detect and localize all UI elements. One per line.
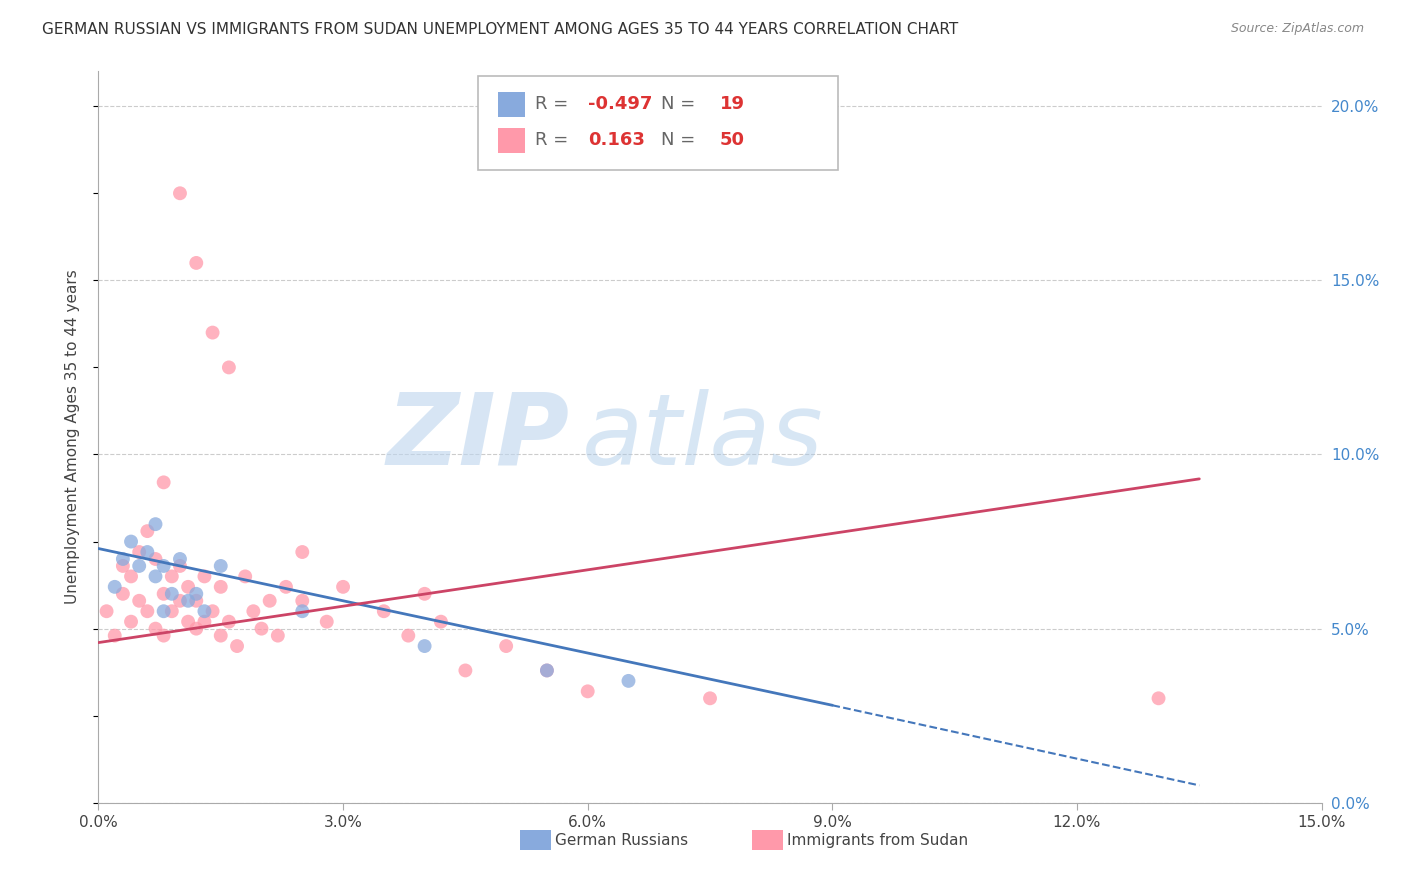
Point (454, 664, 477, 678)
Point (111, 587, 134, 601)
Text: N =: N = (661, 95, 702, 112)
Point (169, 558, 191, 573)
FancyBboxPatch shape (478, 77, 838, 170)
Point (193, 604, 215, 618)
Point (96, 604, 118, 618)
Point (291, 594, 314, 608)
Text: 50: 50 (720, 131, 745, 149)
Point (315, 615, 337, 629)
Point (136, 604, 159, 618)
Text: R =: R = (536, 131, 574, 149)
Point (160, 604, 183, 618)
Point (120, 534, 142, 549)
Point (495, 639, 517, 653)
Point (201, 326, 224, 340)
Point (186, 256, 208, 270)
Point (177, 615, 200, 629)
Point (193, 569, 215, 583)
Point (274, 580, 297, 594)
Point (209, 629, 232, 643)
Point (536, 664, 558, 678)
Point (226, 639, 249, 653)
Point (267, 629, 290, 643)
FancyBboxPatch shape (498, 128, 526, 153)
Point (145, 517, 167, 532)
Y-axis label: Unemployment Among Ages 35 to 44 years: Unemployment Among Ages 35 to 44 years (65, 269, 80, 605)
Text: 19: 19 (720, 95, 745, 112)
Point (136, 524, 159, 538)
Point (152, 475, 174, 490)
Text: German Russians: German Russians (555, 833, 689, 847)
Point (218, 615, 240, 629)
Text: Source: ZipAtlas.com: Source: ZipAtlas.com (1230, 22, 1364, 36)
Point (120, 569, 142, 583)
Point (160, 587, 183, 601)
Point (699, 691, 721, 706)
FancyBboxPatch shape (498, 92, 526, 117)
Point (128, 594, 150, 608)
Point (111, 558, 134, 573)
Point (177, 594, 200, 608)
Point (186, 594, 208, 608)
Text: Immigrants from Sudan: Immigrants from Sudan (787, 833, 969, 847)
Point (576, 684, 599, 698)
Point (291, 604, 314, 618)
Point (233, 569, 256, 583)
Point (145, 552, 167, 566)
Point (209, 558, 232, 573)
Point (152, 604, 174, 618)
Point (259, 594, 281, 608)
Text: R =: R = (536, 95, 574, 112)
Point (242, 604, 264, 618)
Point (430, 615, 453, 629)
Text: ZIP: ZIP (387, 389, 569, 485)
Point (186, 622, 208, 636)
Point (413, 639, 436, 653)
Point (111, 552, 134, 566)
Text: N =: N = (661, 131, 702, 149)
Point (536, 664, 558, 678)
Point (373, 604, 395, 618)
Point (186, 587, 208, 601)
Point (209, 580, 232, 594)
Point (291, 545, 314, 559)
Point (128, 545, 150, 559)
Point (145, 622, 167, 636)
Point (1147, 691, 1170, 706)
Point (169, 552, 191, 566)
Point (145, 569, 167, 583)
Point (152, 629, 174, 643)
Point (413, 587, 436, 601)
Text: atlas: atlas (582, 389, 824, 485)
Point (104, 580, 127, 594)
Point (136, 545, 159, 559)
Point (152, 587, 174, 601)
Point (193, 615, 215, 629)
Text: GERMAN RUSSIAN VS IMMIGRANTS FROM SUDAN UNEMPLOYMENT AMONG AGES 35 TO 44 YEARS C: GERMAN RUSSIAN VS IMMIGRANTS FROM SUDAN … (42, 22, 959, 37)
Point (120, 615, 142, 629)
Text: 0.163: 0.163 (588, 131, 644, 149)
Point (617, 673, 640, 688)
Point (218, 360, 240, 375)
Point (104, 629, 127, 643)
Point (177, 580, 200, 594)
Point (160, 569, 183, 583)
Text: -0.497: -0.497 (588, 95, 652, 112)
Point (396, 629, 419, 643)
Point (169, 594, 191, 608)
Point (128, 558, 150, 573)
Point (169, 186, 191, 201)
Point (201, 604, 224, 618)
Point (250, 622, 273, 636)
Point (332, 580, 354, 594)
Point (152, 558, 174, 573)
